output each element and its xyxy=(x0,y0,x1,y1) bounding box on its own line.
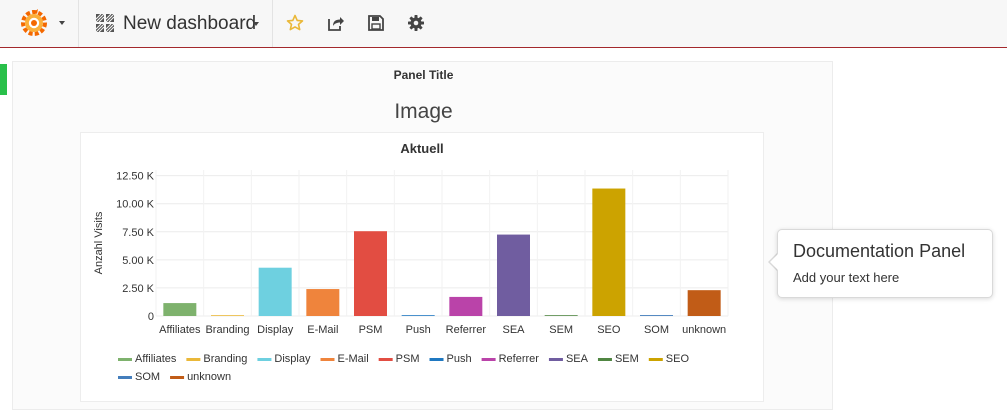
legend-swatch xyxy=(170,376,185,379)
panel-title[interactable]: Panel Title xyxy=(393,68,454,82)
y-tick-label: 2.50 K xyxy=(122,283,154,295)
bar-som xyxy=(640,315,673,316)
legend-swatch xyxy=(378,358,393,361)
top-navbar: New dashboard xyxy=(0,0,1007,48)
settings-icon[interactable] xyxy=(407,14,425,32)
legend-item: SEA xyxy=(566,353,589,365)
y-tick-label: 7.50 K xyxy=(122,227,154,239)
x-tick-label: SOM xyxy=(644,324,669,336)
dashboard-picker-button[interactable]: New dashboard xyxy=(80,0,273,47)
image-heading: Image xyxy=(394,100,453,123)
legend-swatch xyxy=(597,358,612,361)
legend-item: SEM xyxy=(615,353,639,365)
grafana-menu-button[interactable] xyxy=(0,0,79,47)
x-tick-label: PSM xyxy=(359,324,383,336)
legend-swatch xyxy=(257,358,272,361)
legend-item: Affiliates xyxy=(135,353,177,365)
legend-swatch xyxy=(320,358,335,361)
y-axis-label: Anzahl Visits xyxy=(93,211,105,274)
bar-sem xyxy=(544,315,578,316)
y-tick-label: 0 xyxy=(148,311,154,323)
legend-swatch xyxy=(481,358,496,361)
tooltip-arrow-fill xyxy=(770,254,778,270)
x-tick-label: Display xyxy=(257,324,294,336)
chart-title: Aktuell xyxy=(400,141,443,156)
legend-item: Branding xyxy=(203,353,247,365)
save-icon[interactable] xyxy=(367,14,385,32)
legend-item: unknown xyxy=(187,371,231,383)
x-tick-label: Push xyxy=(406,324,431,336)
documentation-title: Documentation Panel xyxy=(793,241,966,261)
documentation-text: Add your text here xyxy=(793,270,900,285)
documentation-panel: Documentation Panel Add your text here xyxy=(777,229,993,298)
legend-swatch xyxy=(118,358,132,361)
legend-item: Push xyxy=(447,353,472,365)
bar-sea xyxy=(497,234,530,316)
star-icon[interactable] xyxy=(286,14,304,32)
x-tick-label: Branding xyxy=(205,324,249,336)
x-tick-label: Affiliates xyxy=(159,324,201,336)
legend-item: SEO xyxy=(666,353,690,365)
bar-unknown xyxy=(687,290,721,316)
legend-item: PSM xyxy=(396,353,420,365)
legend-swatch xyxy=(118,376,132,379)
legend-swatch xyxy=(186,358,201,361)
legend-swatch xyxy=(648,358,663,361)
x-tick-label: E-Mail xyxy=(307,324,338,336)
y-tick-label: 5.00 K xyxy=(122,255,154,267)
bar-branding xyxy=(211,315,244,316)
legend-item: SOM xyxy=(135,371,160,383)
bar-referrer xyxy=(449,296,483,316)
legend-swatch xyxy=(548,358,563,361)
x-tick-label: Referrer xyxy=(446,324,487,336)
y-tick-label: 12.50 K xyxy=(116,171,155,183)
y-tick-label: 10.00 K xyxy=(116,199,155,211)
legend-item: Referrer xyxy=(499,353,540,365)
x-tick-label: SEA xyxy=(502,324,525,336)
legend-swatch xyxy=(429,358,444,361)
bar-affiliates xyxy=(163,303,197,316)
chart-image-frame xyxy=(80,132,764,402)
dashboard-title: New dashboard xyxy=(123,13,257,34)
legend-item: Display xyxy=(274,353,311,365)
dashboard-grid-icon xyxy=(95,13,115,33)
bar-push xyxy=(401,315,435,316)
bar-display xyxy=(258,267,292,316)
share-icon[interactable] xyxy=(327,14,345,32)
bar-psm xyxy=(354,231,387,316)
caret-down-icon xyxy=(59,21,65,25)
x-tick-label: SEM xyxy=(549,324,573,336)
bar-seo xyxy=(592,188,626,316)
caret-down-icon xyxy=(253,22,259,26)
row-collapse-handle[interactable] xyxy=(0,64,7,95)
grafana-logo-icon xyxy=(21,9,47,36)
x-tick-label: SEO xyxy=(597,324,621,336)
bar-e-mail xyxy=(306,289,340,316)
legend-item: E-Mail xyxy=(338,353,369,365)
x-tick-label: unknown xyxy=(682,324,726,336)
bar-chart: Aktuell 0 2.50 K 5.00 K 7.50 K 10.00 K 12.50 K… xyxy=(93,141,729,383)
